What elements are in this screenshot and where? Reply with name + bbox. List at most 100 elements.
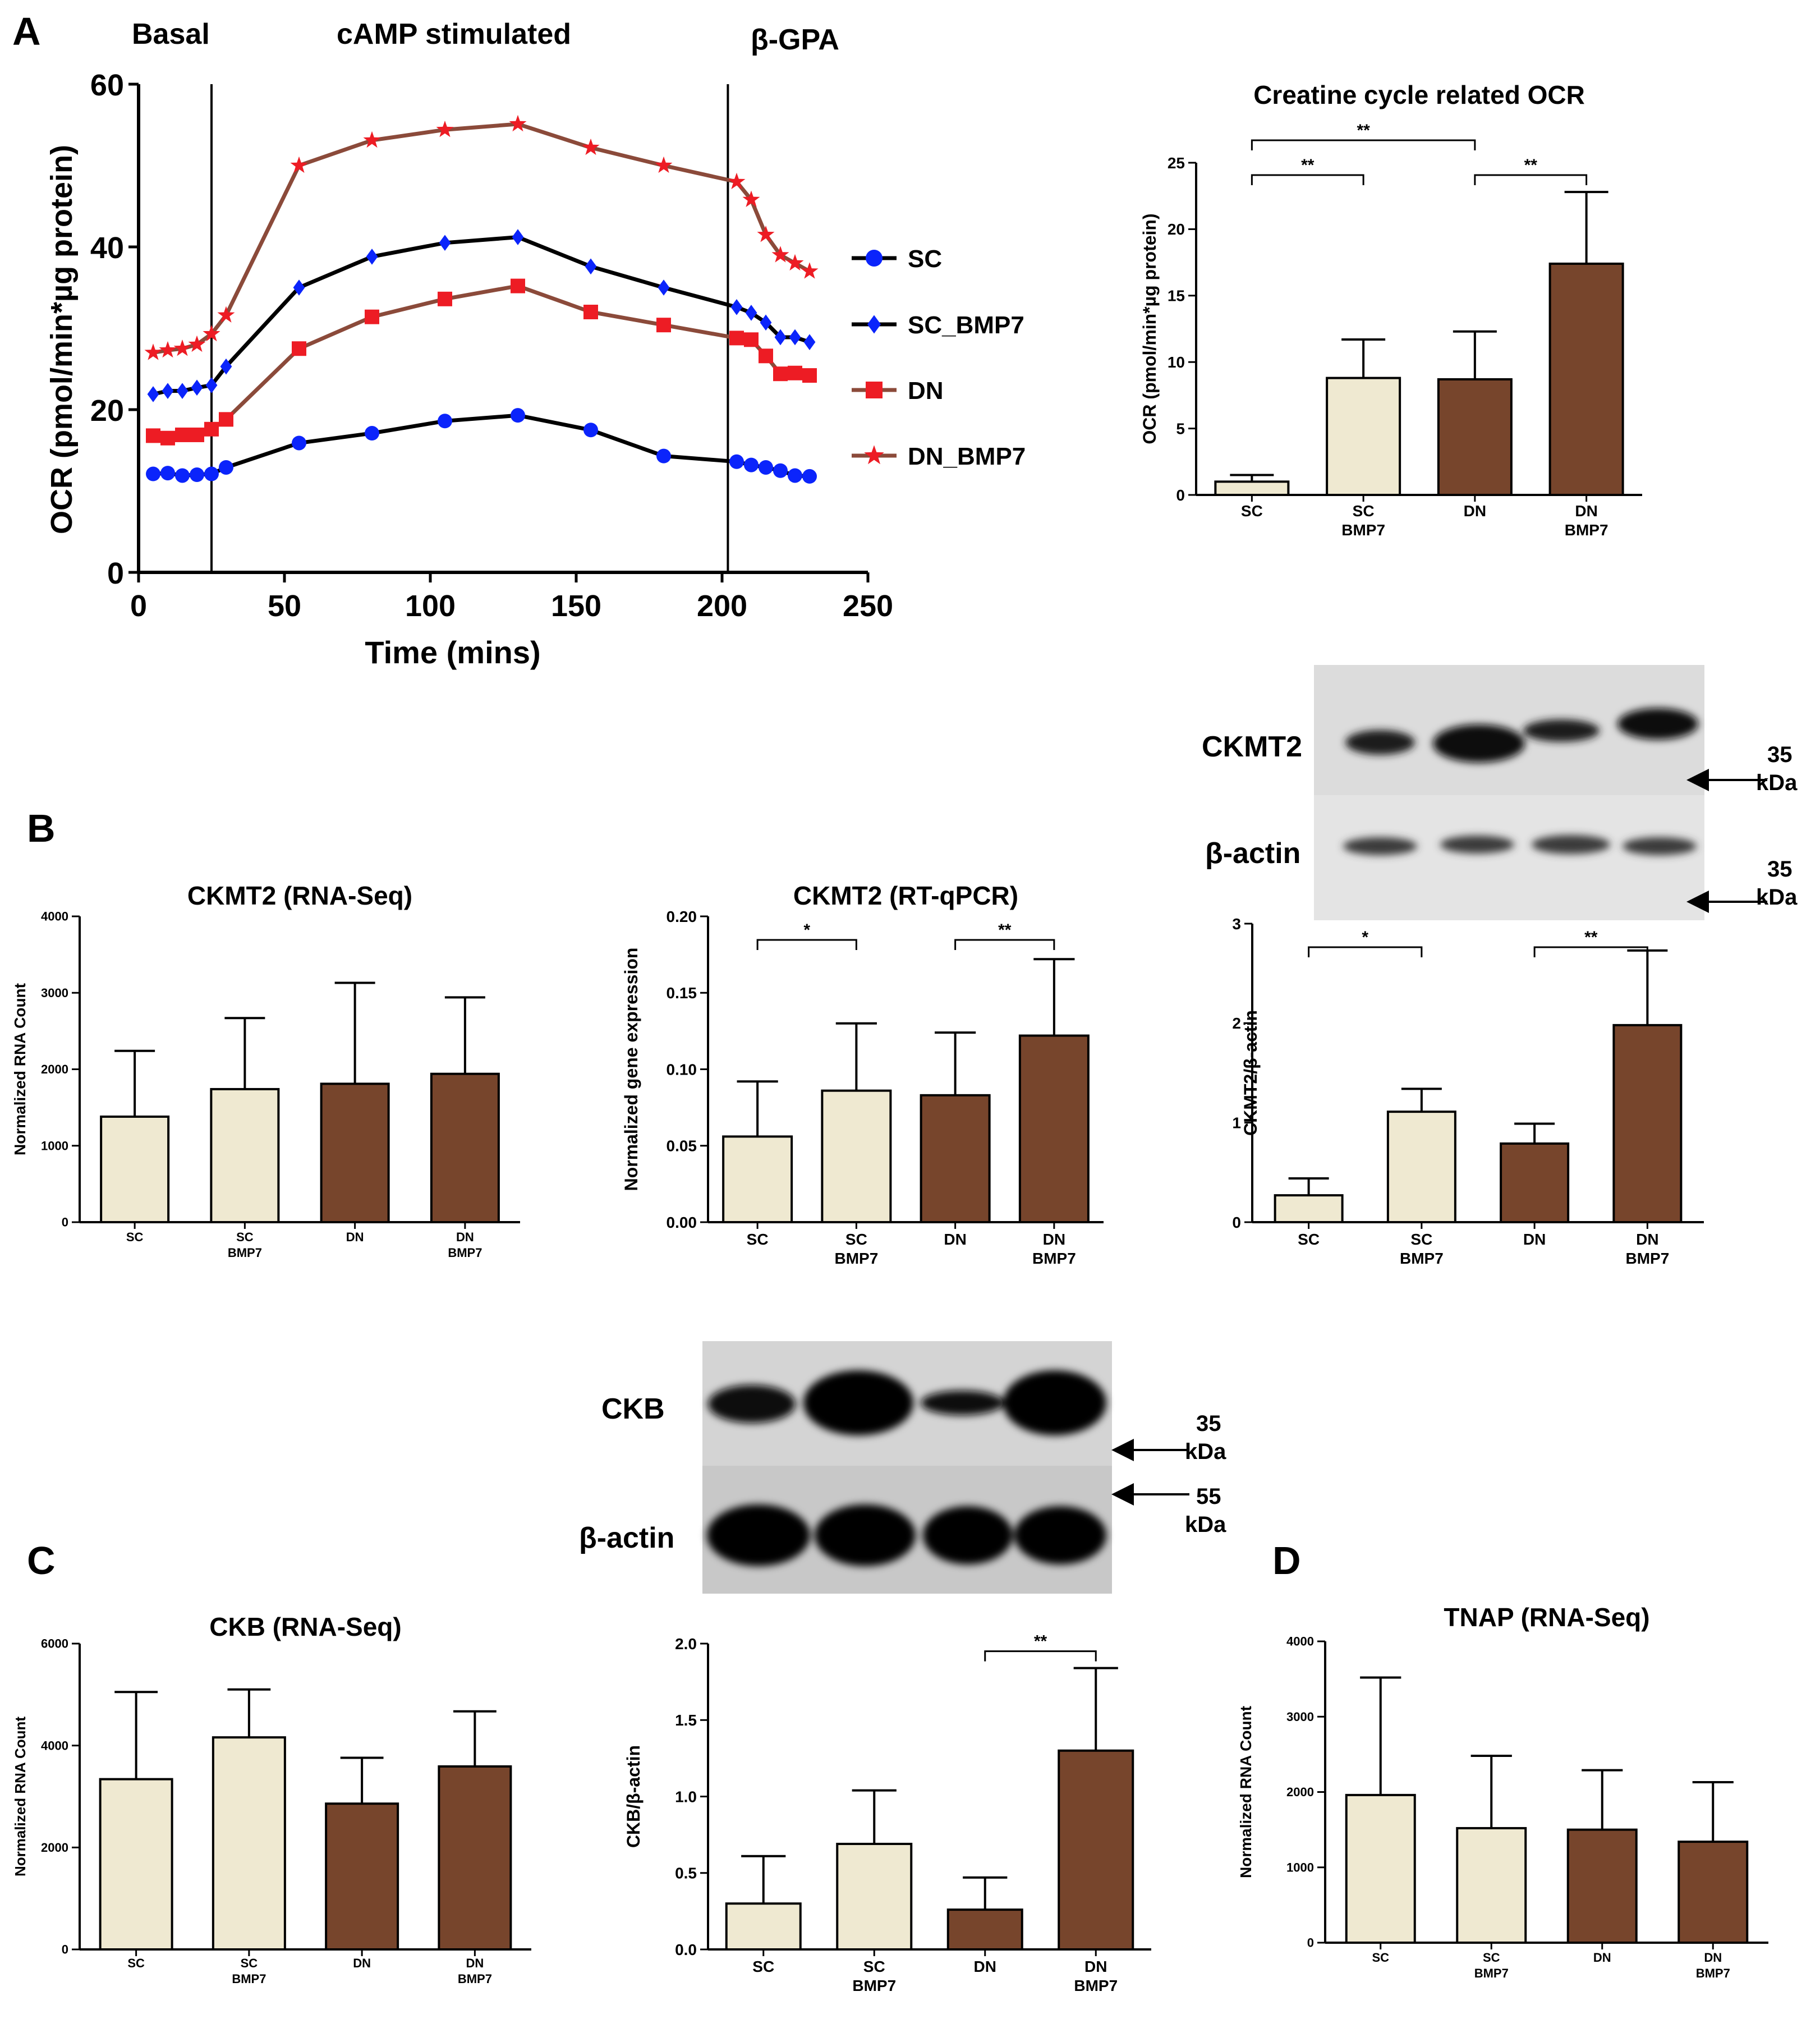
x-tick-label: DN [466,1956,484,1970]
data-point [217,306,235,323]
significance-label: ** [1034,1632,1047,1651]
x-tick-label: SC [1241,502,1263,520]
data-point [162,383,174,399]
x-tick-label: BMP7 [834,1250,878,1267]
x-tick-label: DN [1593,1951,1611,1965]
ckmt2-rtqpcr-chart: CKMT2 (RT-qPCR) 0.00 0.05 0.10 0.15 0.20 Norma… [621,881,1104,1267]
bar [1437,378,1513,497]
phase-label-basal: Basal [132,18,210,51]
y-tick-label: 1000 [1286,1860,1314,1874]
x-tick-label: SC [1298,1231,1320,1248]
data-point [760,314,772,331]
bar [1500,1142,1570,1223]
data-point [774,329,787,346]
data-point [293,279,305,296]
x-tick-label: DN [1084,1958,1107,1975]
y-tick-label: 3 [1232,915,1241,933]
kda-marker-value: 55 [1196,1484,1221,1509]
significance-label: * [1362,928,1368,947]
y-tick-label: 0.5 [675,1865,697,1882]
ckmt2-western-blot: CKMT2 β-actin 35 kDa 35 kDa [1202,665,1798,920]
data-point [658,279,670,296]
data-point [729,331,744,346]
data-point [742,190,760,207]
data-point [363,131,381,148]
data-point [655,156,673,173]
blot-band [921,1391,1004,1415]
kda-marker-unit: kDa [1185,1439,1226,1464]
y-axis-label: CKMT2/β-actin [1240,1010,1261,1136]
data-point [292,435,306,451]
blot-band [1623,837,1697,855]
creatine-ocr-chart: Creatine cycle related OCR 0 5 10 15 20 25 OCR … [1139,80,1642,539]
data-point [160,430,175,446]
data-point [204,421,219,437]
bar [725,1902,802,1951]
y-tick-label: 2000 [41,1841,68,1855]
data-point [729,454,744,469]
x-tick-label: DN [944,1231,966,1248]
data-point [744,457,759,472]
data-point [365,426,379,441]
x-tick-label: BMP7 [448,1246,482,1260]
data-point [773,366,788,382]
x-tick-label: BMP7 [232,1972,266,1986]
significance-label: ** [1301,156,1315,175]
phase-label-camp: cAMP stimulated [337,18,571,51]
data-point [745,305,757,321]
x-tick-label: SC [752,1958,774,1975]
x-tick-label: 250 [843,589,893,623]
data-point [771,246,789,263]
chart-title: TNAP (RNA-Seq) [1444,1603,1649,1632]
x-tick-label: SC [241,1956,258,1970]
x-tick-label: SC [1372,1951,1389,1965]
bar [212,1736,286,1951]
y-tick-label: 0.20 [667,908,697,925]
x-tick-label: SC [747,1231,769,1248]
data-point [803,334,816,350]
y-tick-label: 10 [1168,354,1185,371]
x-tick-label: DN [1575,502,1597,520]
data-point [773,463,788,478]
kda-marker-value: 35 [1767,857,1793,882]
tnap-rnaseq-chart: TNAP (RNA-Seq) 0 1000 2000 3000 4000 Normalize… [1237,1603,1768,1980]
panel-letter-b: B [27,806,56,850]
data-point [582,138,600,155]
blot-label-ckmt2: CKMT2 [1202,731,1302,763]
data-point [220,358,232,375]
x-tick-label: BMP7 [1074,1977,1118,1994]
x-tick-label: BMP7 [1032,1250,1076,1267]
significance-label: ** [1524,156,1538,175]
data-point [147,386,159,402]
y-tick-label: 2.0 [675,1635,697,1653]
x-tick-label: BMP7 [1474,1966,1509,1980]
bar [1386,1111,1456,1224]
y-tick-label: 0 [62,1215,68,1229]
significance-label: ** [1357,121,1370,140]
series-line-dn [153,283,810,440]
data-point [789,329,801,346]
phase-label-bgpa: β-GPA [751,24,839,56]
panel-letter-d: D [1272,1539,1301,1582]
ckb-rnaseq-chart: CKB (RNA-Seq) 0 2000 4000 6000 Normalized RNA… [12,1612,531,1986]
y-tick-label: 0 [107,557,124,590]
y-tick-label: 4000 [1286,1635,1314,1649]
data-point [190,427,204,442]
x-tick-label: SC [126,1230,144,1244]
data-point [188,335,206,352]
bar [1677,1841,1749,1944]
x-tick-label: BMP7 [1400,1250,1444,1267]
panel-letter-c: C [27,1539,56,1582]
data-point [656,448,671,464]
significance-bracket [1308,946,1423,957]
chart-title: CKB (RNA-Seq) [209,1612,401,1641]
bar [100,1115,170,1223]
y-tick-label: 0.00 [667,1214,697,1231]
y-tick-label: 3000 [41,986,68,1000]
kda-marker-value: 35 [1196,1411,1221,1436]
data-point [656,318,671,333]
chart-title: CKMT2 (RT-qPCR) [793,881,1018,910]
data-point [160,466,175,481]
bar [946,1908,1023,1951]
